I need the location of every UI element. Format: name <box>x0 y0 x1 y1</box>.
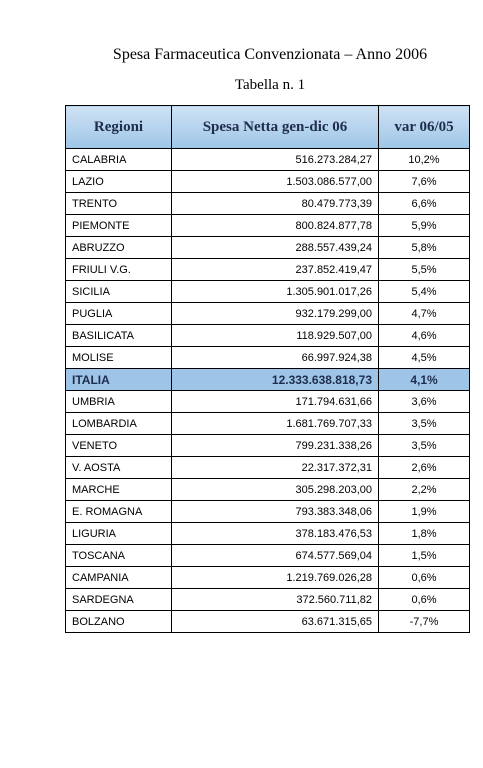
table-cell: 5,4% <box>378 280 470 303</box>
table-row: SICILIA 1.305.901.017,26 5,4% <box>65 280 470 303</box>
table-cell: MARCHE <box>65 478 172 501</box>
table-cell: ABRUZZO <box>65 236 172 259</box>
title: Spesa Farmaceutica Convenzionata – Anno … <box>112 46 428 63</box>
subtitle: Tabella n. 1 <box>234 77 306 93</box>
table-cell: BOLZANO <box>65 610 172 633</box>
table-cell: FRIULI V.G. <box>65 258 172 281</box>
table-cell: 4,1% <box>378 368 470 391</box>
table-cell: 80.479.773,39 <box>171 192 379 215</box>
table-cell: 0,6% <box>378 566 470 589</box>
table-cell: 66.997.924,38 <box>171 346 379 369</box>
table-cell: PUGLIA <box>65 302 172 325</box>
table-cell: 22.317.372,31 <box>171 456 379 479</box>
table-cell: TRENTO <box>65 192 172 215</box>
table-cell: 1.219.769.026,28 <box>171 566 379 589</box>
table-row: CALABRIA 516.273.284,27 10,2% <box>65 148 470 171</box>
table-row: V. AOSTA 22.317.372,31 2,6% <box>65 456 470 479</box>
table-cell: PIEMONTE <box>65 214 172 237</box>
table-cell: 4,6% <box>378 324 470 347</box>
table-cell: 1.305.901.017,26 <box>171 280 379 303</box>
table-cell: 2,2% <box>378 478 470 501</box>
table-row: SARDEGNA 372.560.711,82 0,6% <box>65 588 470 611</box>
table-row: FRIULI V.G. 237.852.419,47 5,5% <box>65 258 470 281</box>
table-cell: 799.231.338,26 <box>171 434 379 457</box>
table-row: E. ROMAGNA 793.383.348,06 1,9% <box>65 500 470 523</box>
table-cell: -7,7% <box>378 610 470 633</box>
table-row: MOLISE 66.997.924,38 4,5% <box>65 346 470 369</box>
table-row: BASILICATA 118.929.507,00 4,6% <box>65 324 470 347</box>
table-cell: 6,6% <box>378 192 470 215</box>
table-cell: VENETO <box>65 434 172 457</box>
table-cell: 3,6% <box>378 390 470 413</box>
table-cell: 0,6% <box>378 588 470 611</box>
table-cell: LOMBARDIA <box>65 412 172 435</box>
table-cell: CAMPANIA <box>65 566 172 589</box>
table-cell: 288.557.439,24 <box>171 236 379 259</box>
table-cell: LAZIO <box>65 170 172 193</box>
table-row: LOMBARDIA 1.681.769.707,33 3,5% <box>65 412 470 435</box>
table-row: CAMPANIA 1.219.769.026,28 0,6% <box>65 566 470 589</box>
table-cell: 4,7% <box>378 302 470 325</box>
table-cell: 1,9% <box>378 500 470 523</box>
table-cell: 118.929.507,00 <box>171 324 379 347</box>
table-row: TOSCANA 674.577.569,04 1,5% <box>65 544 470 567</box>
table-cell: 237.852.419,47 <box>171 258 379 281</box>
table-row: PUGLIA 932.179.299,00 4,7% <box>65 302 470 325</box>
table-cell: 378.183.476,53 <box>171 522 379 545</box>
table-cell: BASILICATA <box>65 324 172 347</box>
table-row: BOLZANO 63.671.315,65 -7,7% <box>65 610 470 633</box>
table-cell: 3,5% <box>378 434 470 457</box>
table-cell: 7,6% <box>378 170 470 193</box>
table-row: UMBRIA 171.794.631,66 3,6% <box>65 390 470 413</box>
table: Regioni Spesa Netta gen-dic 06 var 06/05 C… <box>65 105 470 633</box>
table-cell: 372.560.711,82 <box>171 588 379 611</box>
table-cell: 674.577.569,04 <box>171 544 379 567</box>
table-cell: LIGURIA <box>65 522 172 545</box>
table-cell: 63.671.315,65 <box>171 610 379 633</box>
table-cell: 4,5% <box>378 346 470 369</box>
table-cell: 5,9% <box>378 214 470 237</box>
table-cell: TOSCANA <box>65 544 172 567</box>
table-cell: MOLISE <box>65 346 172 369</box>
table-cell: UMBRIA <box>65 390 172 413</box>
column-header: var 06/05 <box>378 105 470 149</box>
table-cell: 793.383.348,06 <box>171 500 379 523</box>
table-row: ABRUZZO 288.557.439,24 5,8% <box>65 236 470 259</box>
table-cell: ITALIA <box>65 368 172 391</box>
column-header: Regioni <box>65 105 172 149</box>
table-row: LAZIO 1.503.086.577,00 7,6% <box>65 170 470 193</box>
table-cell: V. AOSTA <box>65 456 172 479</box>
table-cell: 12.333.638.818,73 <box>171 368 379 391</box>
table-row: MARCHE 305.298.203,00 2,2% <box>65 478 470 501</box>
table-cell: 1.681.769.707,33 <box>171 412 379 435</box>
table-cell: 305.298.203,00 <box>171 478 379 501</box>
table-row: TRENTO 80.479.773,39 6,6% <box>65 192 470 215</box>
table-cell: 516.273.284,27 <box>171 148 379 171</box>
table-row: ITALIA 12.333.638.818,73 4,1% <box>65 368 470 391</box>
table-cell: 1.503.086.577,00 <box>171 170 379 193</box>
column-header: Spesa Netta gen-dic 06 <box>171 105 379 149</box>
table-cell: 10,2% <box>378 148 470 171</box>
table-cell: 1,8% <box>378 522 470 545</box>
table-cell: 800.824.877,78 <box>171 214 379 237</box>
header-row: Regioni Spesa Netta gen-dic 06 var 06/05 <box>65 105 470 149</box>
table-cell: 171.794.631,66 <box>171 390 379 413</box>
table-cell: 3,5% <box>378 412 470 435</box>
table-cell: 2,6% <box>378 456 470 479</box>
table-row: PIEMONTE 800.824.877,78 5,9% <box>65 214 470 237</box>
table-row: VENETO 799.231.338,26 3,5% <box>65 434 470 457</box>
table-cell: SICILIA <box>65 280 172 303</box>
table-row: LIGURIA 378.183.476,53 1,8% <box>65 522 470 545</box>
table-cell: 1,5% <box>378 544 470 567</box>
table-cell: 5,5% <box>378 258 470 281</box>
table-cell: 932.179.299,00 <box>171 302 379 325</box>
table-cell: 5,8% <box>378 236 470 259</box>
table-cell: E. ROMAGNA <box>65 500 172 523</box>
table-cell: CALABRIA <box>65 148 172 171</box>
table-cell: SARDEGNA <box>65 588 172 611</box>
